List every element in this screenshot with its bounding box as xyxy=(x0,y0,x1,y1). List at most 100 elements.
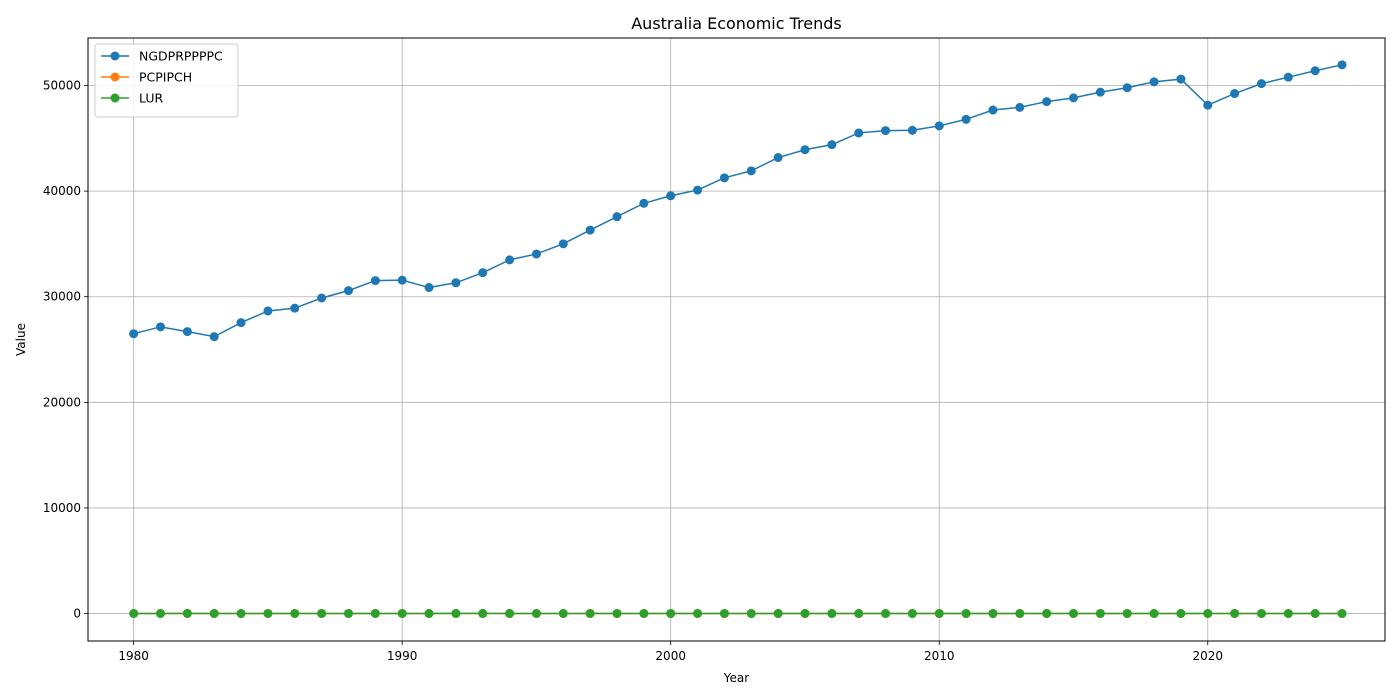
data-point xyxy=(182,608,192,618)
data-point xyxy=(505,608,515,618)
data-point xyxy=(746,166,756,176)
data-point xyxy=(478,268,488,278)
data-point xyxy=(182,327,192,337)
legend-item: NGDPRPPPPC xyxy=(101,49,223,64)
data-point xyxy=(612,608,622,618)
data-point xyxy=(1310,66,1320,76)
data-point xyxy=(1176,74,1186,84)
y-tick-label: 50000 xyxy=(43,79,81,93)
data-point xyxy=(800,145,810,155)
data-point xyxy=(1015,608,1025,618)
y-tick-label: 30000 xyxy=(43,290,81,304)
data-point xyxy=(370,608,380,618)
data-point xyxy=(1256,609,1266,618)
data-point xyxy=(129,329,139,339)
data-point xyxy=(343,286,353,296)
data-point xyxy=(961,114,971,124)
x-tick-label: 2000 xyxy=(655,649,686,663)
axis-ticks: 1980 1990 2000 2010 2020 0 10000 20000 30000 4000… xyxy=(43,79,1223,663)
legend-box xyxy=(94,43,239,118)
data-point xyxy=(854,128,864,138)
y-tick-label: 40000 xyxy=(43,184,81,198)
x-tick-label: 1980 xyxy=(118,649,149,663)
y-tick-label: 20000 xyxy=(43,395,81,409)
data-point xyxy=(1203,100,1213,110)
data-point xyxy=(693,185,703,195)
data-point xyxy=(961,608,971,618)
x-axis-label: Year xyxy=(723,671,749,685)
data-point xyxy=(988,608,998,618)
legend-item: LUR xyxy=(101,91,163,106)
data-point xyxy=(317,608,327,618)
grid-lines xyxy=(88,38,1385,641)
data-point xyxy=(1230,608,1240,618)
data-point xyxy=(1283,72,1293,82)
legend-item: PCPIPCH xyxy=(101,70,192,85)
y-axis-label: Value xyxy=(14,323,28,356)
data-point xyxy=(558,608,568,618)
data-point xyxy=(317,293,327,303)
data-point xyxy=(1337,609,1347,618)
data-point xyxy=(1069,608,1079,618)
x-tick-label: 2020 xyxy=(1192,649,1223,663)
legend-marker xyxy=(110,93,120,103)
data-point xyxy=(156,322,165,332)
data-point xyxy=(424,608,434,618)
data-point xyxy=(290,303,300,313)
data-point xyxy=(666,608,676,618)
x-tick-label: 1990 xyxy=(387,649,418,663)
data-point xyxy=(719,608,729,618)
data-point xyxy=(1256,79,1266,89)
data-point xyxy=(773,608,783,618)
data-point xyxy=(693,608,703,618)
y-tick-label: 10000 xyxy=(43,501,81,515)
data-point xyxy=(666,191,676,201)
data-point xyxy=(639,608,649,618)
data-point xyxy=(585,608,595,618)
data-point xyxy=(907,125,917,135)
legend-label: LUR xyxy=(139,91,163,106)
data-point xyxy=(1069,93,1079,103)
data-point xyxy=(719,173,729,183)
data-point xyxy=(1149,608,1159,618)
data-point xyxy=(209,608,219,618)
data-point xyxy=(881,126,891,136)
data-point xyxy=(424,283,434,293)
data-point xyxy=(1122,83,1132,93)
data-point xyxy=(1122,608,1132,618)
legend-marker xyxy=(110,51,120,61)
y-tick-label: 0 xyxy=(73,607,81,621)
data-point xyxy=(1042,608,1052,618)
data-point xyxy=(209,332,219,342)
data-point xyxy=(1015,102,1025,112)
data-point xyxy=(1095,87,1105,97)
data-point xyxy=(1310,609,1320,618)
legend-label: NGDPRPPPPC xyxy=(139,49,223,64)
chart-title: Australia Economic Trends xyxy=(631,14,842,33)
data-point xyxy=(397,275,407,285)
data-point xyxy=(1337,60,1347,70)
legend-marker xyxy=(110,72,120,82)
data-point xyxy=(531,249,541,259)
data-point xyxy=(1095,608,1105,618)
data-point xyxy=(478,608,488,618)
data-point xyxy=(236,608,246,618)
data-point xyxy=(505,255,515,265)
data-point xyxy=(1230,89,1240,99)
data-point xyxy=(746,608,756,618)
data-point xyxy=(156,608,165,618)
data-point xyxy=(612,212,622,222)
data-point xyxy=(263,608,273,618)
legend-label: PCPIPCH xyxy=(139,70,192,85)
data-point xyxy=(800,608,810,618)
data-point xyxy=(397,608,407,618)
data-point xyxy=(370,276,380,286)
data-point xyxy=(1042,97,1052,107)
data-point xyxy=(907,608,917,618)
data-point xyxy=(451,278,461,288)
data-point xyxy=(1203,608,1213,618)
legend: NGDPRPPPPC PCPIPCH LUR xyxy=(94,43,239,118)
data-point xyxy=(827,608,837,618)
